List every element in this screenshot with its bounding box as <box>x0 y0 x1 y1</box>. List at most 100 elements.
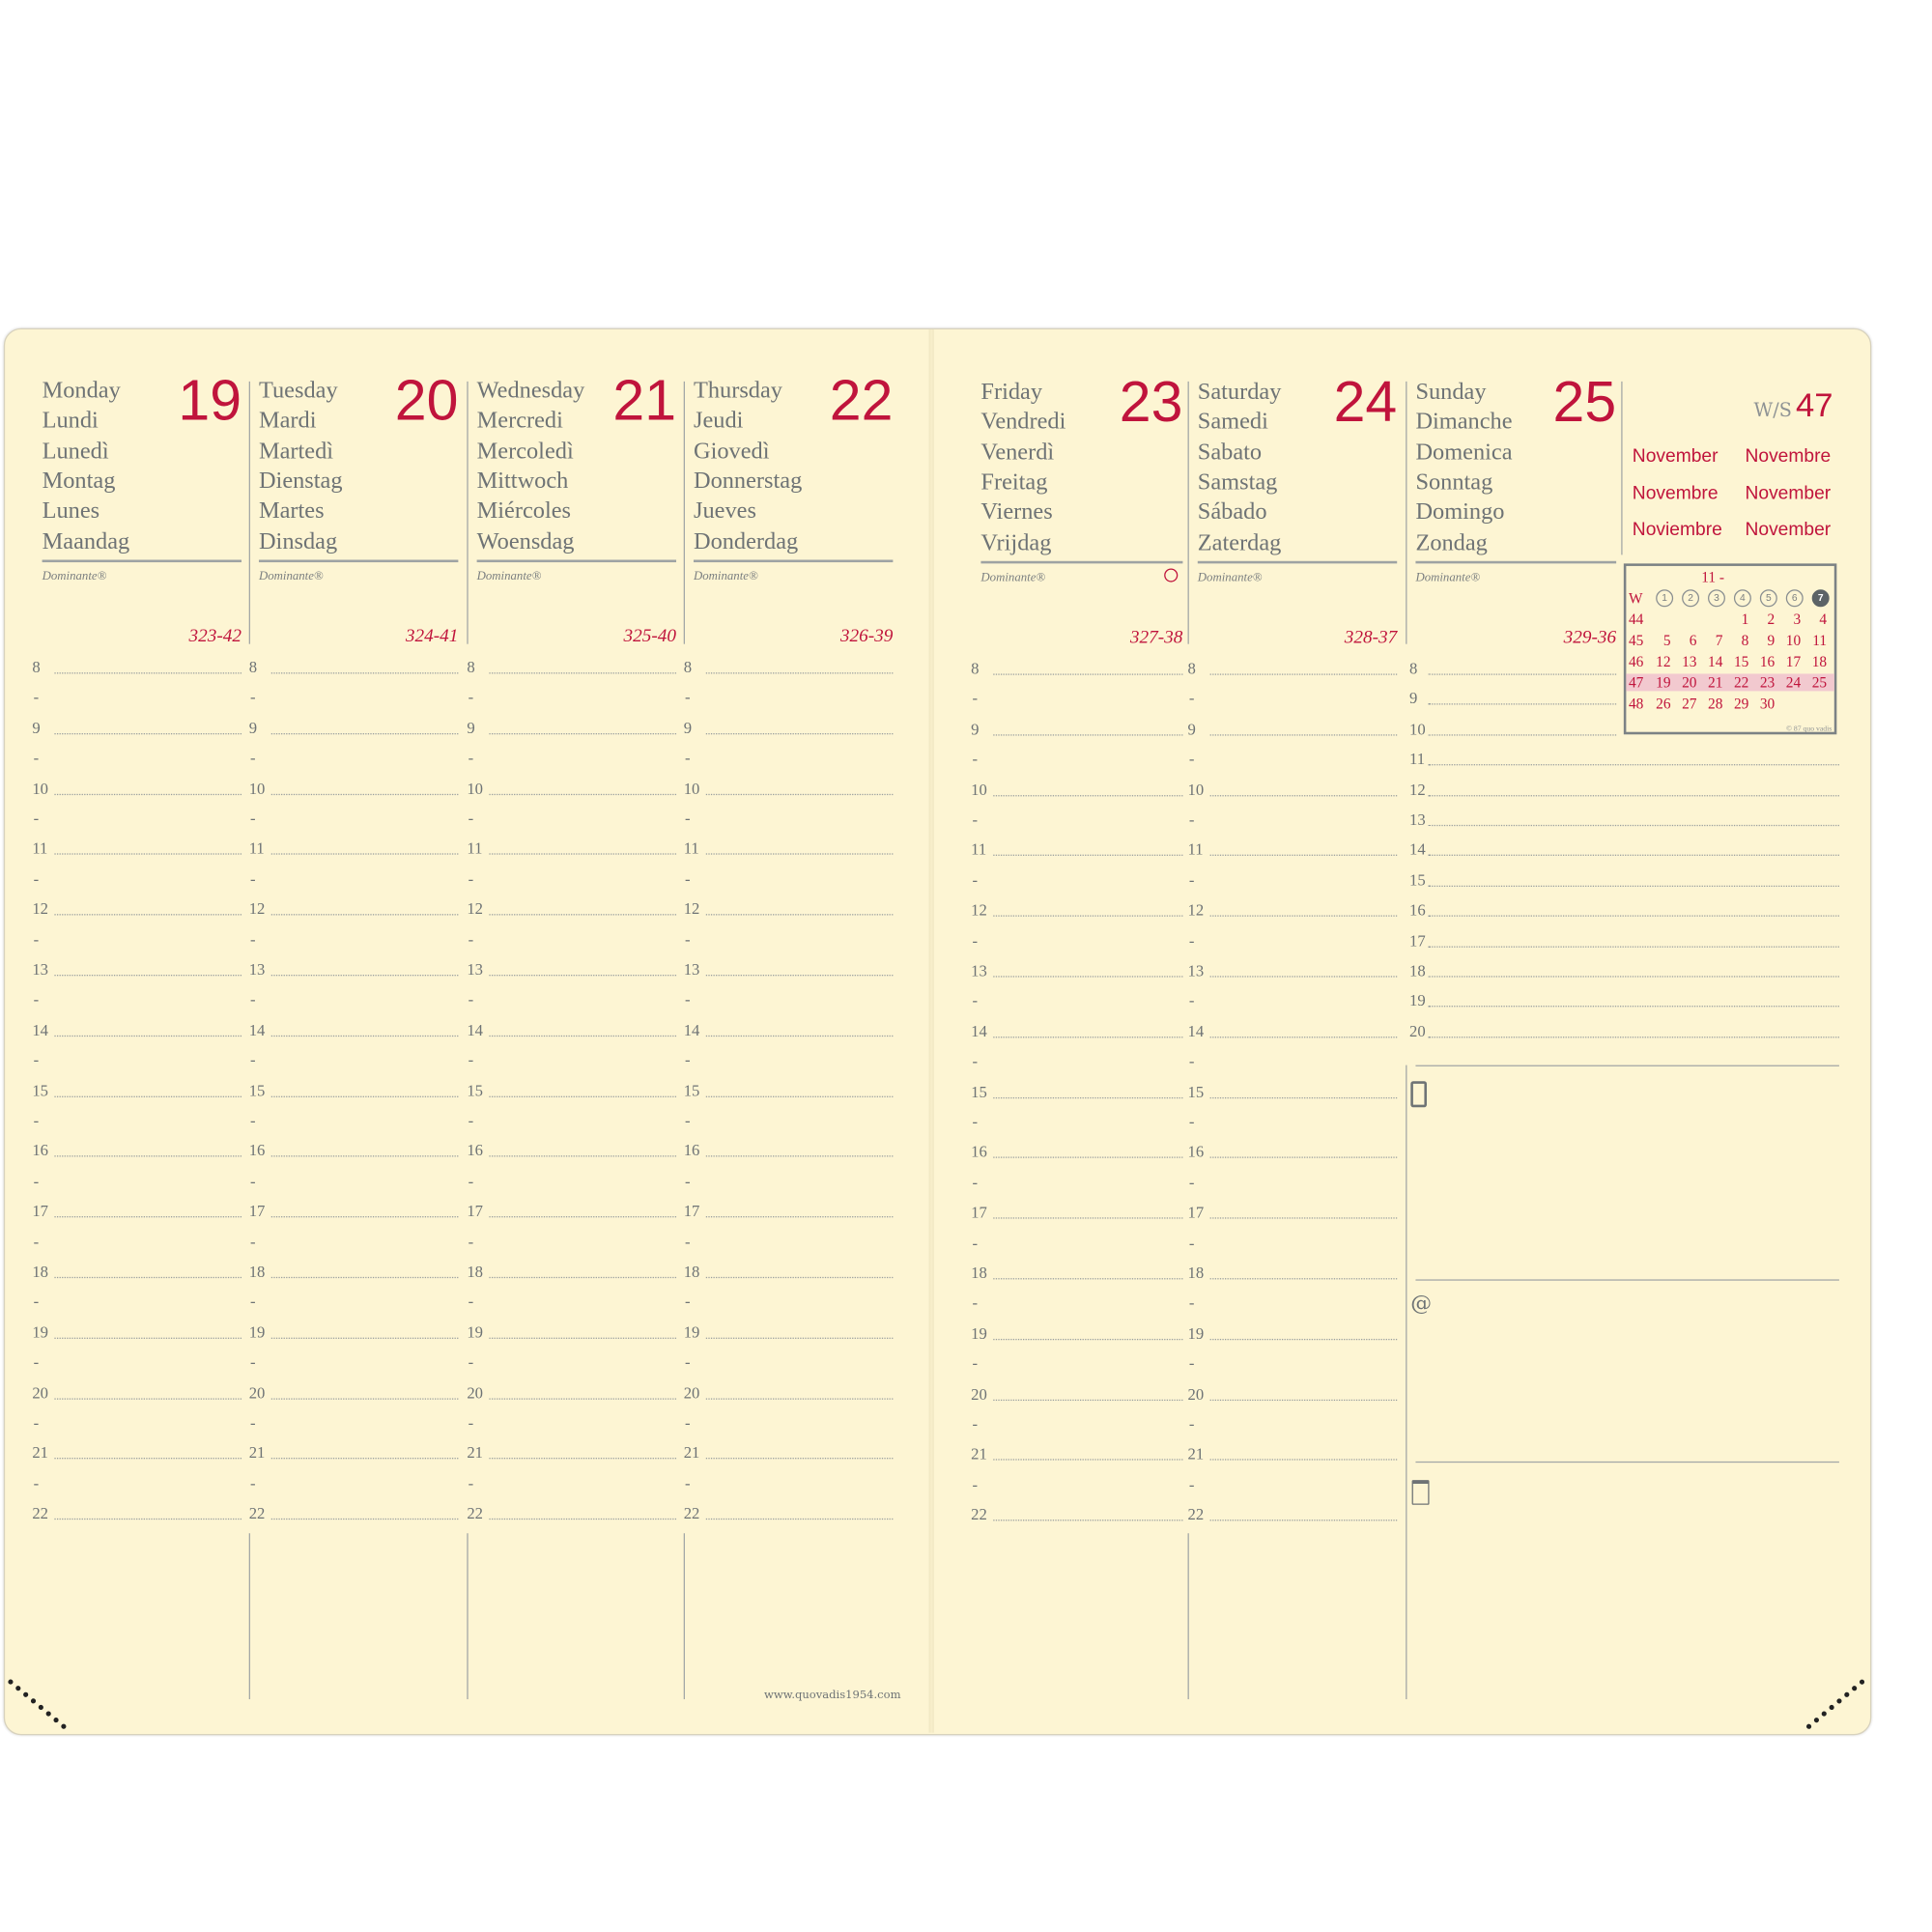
hour-label: 22 <box>32 1503 49 1522</box>
hour-label: 11 <box>1187 839 1204 859</box>
day-name: Domenica <box>1415 439 1513 466</box>
day-name: Jueves <box>693 497 756 525</box>
day-name: Sonntag <box>1415 469 1493 496</box>
calendar-day: 5 <box>1662 631 1671 649</box>
hour-label: 21 <box>248 1443 266 1463</box>
hour-label: 13 <box>1409 810 1426 829</box>
dominante-label: Dominante® <box>980 571 1046 585</box>
half-hour-marker: - <box>972 1414 979 1434</box>
hour-label: 13 <box>248 959 266 979</box>
hour-line <box>993 734 1183 736</box>
hour-line <box>489 672 677 674</box>
half-hour-marker: - <box>249 1352 256 1372</box>
hour-line <box>1428 734 1617 736</box>
current-week-highlight <box>1626 673 1834 692</box>
hour-label: 15 <box>683 1080 700 1099</box>
half-hour-marker: - <box>33 868 40 889</box>
hour-line <box>1209 1156 1398 1159</box>
hour-line <box>489 975 677 977</box>
hour-label: 19 <box>683 1322 700 1342</box>
calendar-day: 18 <box>1811 652 1828 670</box>
hour-line <box>489 1397 677 1400</box>
day-name: Monday <box>42 378 121 404</box>
day-of-year: 324-41 <box>405 626 459 647</box>
half-hour-marker: - <box>468 688 474 707</box>
hour-line <box>1428 976 1839 978</box>
hour-label: 8 <box>248 657 258 677</box>
day-name: Sábado <box>1197 498 1267 526</box>
half-hour-marker: - <box>1188 810 1195 829</box>
day-of-year: 329-36 <box>1563 628 1617 648</box>
header-underline <box>476 559 677 563</box>
half-hour-marker: - <box>249 688 256 707</box>
half-hour-marker: - <box>685 1292 691 1311</box>
month-name: November <box>1745 482 1832 504</box>
hour-line <box>705 975 894 977</box>
calendar-day: 29 <box>1733 695 1749 713</box>
hour-label: 12 <box>467 899 484 919</box>
month-name: Novembre <box>1632 482 1719 504</box>
calendar-day: 6 <box>1689 631 1697 649</box>
hour-label: 19 <box>467 1322 484 1342</box>
hour-label: 16 <box>248 1141 266 1160</box>
hour-label: 15 <box>32 1080 49 1099</box>
calendar-day: 22 <box>1733 673 1749 692</box>
hour-label: 21 <box>683 1443 700 1463</box>
half-hour-marker: - <box>33 929 40 949</box>
day-name: Tuesday <box>258 378 338 404</box>
calendar-day: 12 <box>1656 652 1671 670</box>
hour-label: 9 <box>1187 719 1196 738</box>
hour-label: 8 <box>971 659 980 678</box>
half-hour-marker: - <box>1188 1414 1195 1434</box>
dominante-label: Dominante® <box>1415 571 1481 585</box>
half-hour-marker: - <box>685 1412 691 1433</box>
hour-line <box>1209 1217 1398 1219</box>
hour-line <box>270 732 459 735</box>
hour-line <box>489 1458 677 1460</box>
hour-label: 15 <box>1409 870 1426 890</box>
half-hour-marker: - <box>1188 930 1195 950</box>
header-underline <box>693 559 894 563</box>
half-hour-marker: - <box>468 1232 474 1251</box>
half-hour-marker: - <box>972 1233 979 1252</box>
calendar-day: 14 <box>1708 652 1723 670</box>
hour-line <box>489 793 677 795</box>
hour-line <box>270 1155 459 1157</box>
half-hour-marker: - <box>1188 1051 1195 1070</box>
column-separator <box>1621 381 1623 555</box>
hour-label: 15 <box>971 1082 987 1101</box>
footer-url[interactable]: www.quovadis1954.com <box>764 1689 901 1702</box>
hour-label: 13 <box>1187 960 1205 980</box>
day-name: Miércoles <box>476 497 572 525</box>
day-name: Woensdag <box>476 527 575 554</box>
hour-label: 9 <box>467 718 475 737</box>
dominante-label: Dominante® <box>42 569 107 583</box>
hour-line <box>1428 824 1839 827</box>
hour-line <box>705 793 894 795</box>
calendar-day: 7 <box>1715 631 1723 649</box>
half-hour-marker: - <box>1188 689 1195 708</box>
day-name: Montag <box>42 468 116 495</box>
half-hour-marker: - <box>972 1474 979 1493</box>
half-hour-marker: - <box>33 1412 40 1433</box>
calendar-day: 24 <box>1785 673 1802 692</box>
dominante-label: Dominante® <box>258 569 324 583</box>
mini-calendar: 11 - W 1 2 3 4 5 6 7 44 1 2 3 4 45 5 6 7 8 9 10 11 46 12 13 14 15 1… <box>1623 563 1837 735</box>
weekday-circle: 1 <box>1656 589 1674 608</box>
day-name: Mercoledì <box>476 438 574 465</box>
hour-label: 21 <box>971 1444 987 1463</box>
hour-label: 19 <box>1187 1323 1205 1343</box>
hour-line <box>705 1397 894 1400</box>
hour-line <box>1428 885 1839 887</box>
half-hour-marker: - <box>972 991 979 1010</box>
hour-label: 21 <box>32 1443 49 1463</box>
day-name: Lundi <box>42 408 99 435</box>
hour-line <box>489 1095 677 1097</box>
hour-label: 9 <box>32 718 41 737</box>
hour-line <box>705 1216 894 1218</box>
hour-label: 16 <box>467 1141 484 1160</box>
half-hour-marker: - <box>1188 749 1195 769</box>
day-of-year: 327-38 <box>1129 628 1183 648</box>
moon-phase-icon <box>1164 568 1179 582</box>
